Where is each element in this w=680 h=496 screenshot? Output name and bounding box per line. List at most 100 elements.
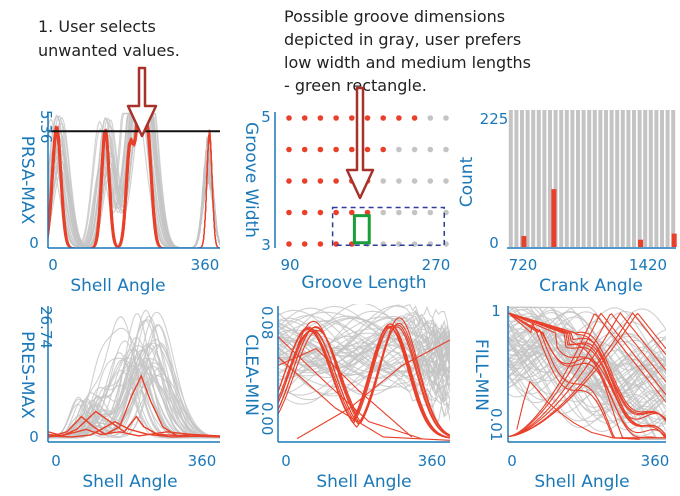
fill-selected-series (508, 312, 666, 438)
fill-selected-series (508, 312, 666, 438)
crank-gray-bar (637, 110, 642, 247)
fill-gray-series (508, 346, 666, 407)
fill-selected-series (508, 312, 666, 436)
groove-xlabel: Groove Length (301, 273, 426, 293)
clea-ytick-min: 0.00 (258, 402, 276, 435)
fill-ytick-max: 1 (491, 302, 501, 320)
fill-gray-series (508, 306, 666, 351)
groove-preferred-region[interactable] (352, 214, 371, 245)
prsa-xtick-min: 0 (48, 256, 58, 274)
fill-xtick-min: 0 (507, 452, 517, 470)
pres-ytick-min: 0 (29, 428, 39, 446)
clea-ytick-max: 0.08 (258, 306, 276, 339)
pres-selected-series (48, 420, 220, 438)
groove-point (411, 209, 418, 216)
prsa-ytick-min: 0 (29, 234, 39, 252)
crank-gray-bars (508, 110, 676, 247)
groove-point (411, 146, 418, 153)
pres-xtick-max: 360 (188, 452, 217, 470)
clea-red-lines (278, 317, 450, 441)
groove-xtick-min: 90 (280, 256, 299, 274)
groove-point-selected (349, 146, 355, 153)
crank-gray-bar (604, 110, 608, 247)
fill-panel: 1 0.01 FILL-MIN 0 360 Shell Angle (471, 302, 669, 492)
groove-point (427, 146, 434, 153)
fill-selected-series (508, 312, 666, 438)
prsa-selected-series (48, 115, 220, 248)
annotation-groove-note: Possible groove dimensions depicted in g… (284, 7, 531, 95)
annotation-step1-line2: unwanted values. (38, 41, 180, 60)
groove-point (443, 178, 449, 184)
fill-gray-series (508, 306, 666, 367)
fill-selected-series (508, 313, 666, 438)
fill-gray-series (508, 327, 666, 406)
groove-panel: 5 3 Groove Width 90 270 Groove Length (241, 108, 450, 293)
clea-gray-series (278, 354, 450, 388)
crank-gray-bar (615, 110, 620, 247)
prsa-selected-series (48, 115, 220, 248)
fill-gray-series (508, 339, 666, 434)
annotation-groove-line4: - green rectangle. (284, 76, 427, 95)
groove-point (380, 209, 387, 216)
clea-gray-lines (278, 304, 450, 423)
prsa-selected-series (48, 115, 220, 248)
groove-point (427, 115, 434, 121)
clea-gray-series (278, 315, 450, 380)
clea-panel: 0.08 0.00 CLEA-MIN 0 360 Shell Angle (241, 304, 450, 492)
arrow-down-icon (126, 66, 158, 138)
clea-gray-series (278, 336, 450, 370)
fill-gray-series (508, 306, 666, 419)
prsa-gray-lines (48, 112, 220, 248)
fill-ytick-min: 0.01 (487, 408, 505, 441)
pres-selected-series (48, 428, 220, 438)
pres-panel: 26.74 0 PRES-MAX 0 360 Shell Angle (17, 306, 220, 492)
groove-point-selected (317, 209, 324, 216)
clea-xlabel: Shell Angle (316, 472, 411, 492)
pres-gray-series (48, 343, 220, 439)
groove-point-selected (286, 115, 292, 121)
fill-selected-series (508, 312, 666, 422)
annotation-groove-line2: depicted in gray, user prefers (284, 30, 521, 49)
fill-red-lines (508, 312, 666, 440)
crank-gray-bar (598, 110, 603, 247)
prsa-xlabel: Shell Angle (70, 276, 165, 296)
groove-xtick-max: 270 (422, 256, 451, 274)
pres-gray-series (48, 359, 220, 439)
clea-ylabel: CLEA-MIN (241, 334, 261, 416)
groove-point-selected (317, 241, 324, 247)
groove-point (396, 178, 402, 184)
crank-gray-bar (525, 110, 530, 247)
crank-gray-bar (508, 110, 513, 247)
groove-dashed-region (331, 206, 446, 247)
groove-point (427, 178, 434, 184)
clea-selected-series (278, 347, 413, 438)
crank-red-bar (521, 236, 527, 247)
fill-selected-series (508, 312, 666, 439)
prsa-xtick-max: 360 (191, 256, 220, 274)
fill-gray-series (508, 311, 666, 386)
annotation-step1: 1. User selects unwanted values. (38, 17, 180, 60)
clea-xtick-max: 360 (418, 452, 447, 470)
fill-gray-series (508, 306, 666, 396)
crank-gray-bar (581, 110, 586, 247)
crank-gray-bar (643, 110, 648, 247)
clea-gray-series (278, 310, 450, 371)
fill-gray-series (508, 350, 666, 432)
crank-ytick-min: 0 (489, 234, 499, 252)
groove-point-selected (286, 209, 292, 216)
clea-gray-series (278, 309, 450, 371)
groove-point-selected (301, 241, 308, 247)
crank-gray-bar (520, 110, 524, 247)
pres-gray-lines (48, 309, 220, 439)
groove-point-selected (333, 146, 339, 153)
crank-red-bar (638, 239, 644, 247)
groove-point-selected (333, 115, 339, 121)
groove-point-selected (301, 209, 308, 216)
clea-selected-series (278, 336, 422, 440)
prsa-panel: 5.36 0 PRSA-MAX 0 360 Shell Angle (17, 110, 220, 296)
crank-panel: 225 0 Count 720 1420 Crank Angle (457, 110, 677, 296)
crank-xlabel: Crank Angle (539, 276, 643, 296)
clea-gray-series (278, 304, 450, 381)
crank-gray-bar (531, 110, 536, 247)
